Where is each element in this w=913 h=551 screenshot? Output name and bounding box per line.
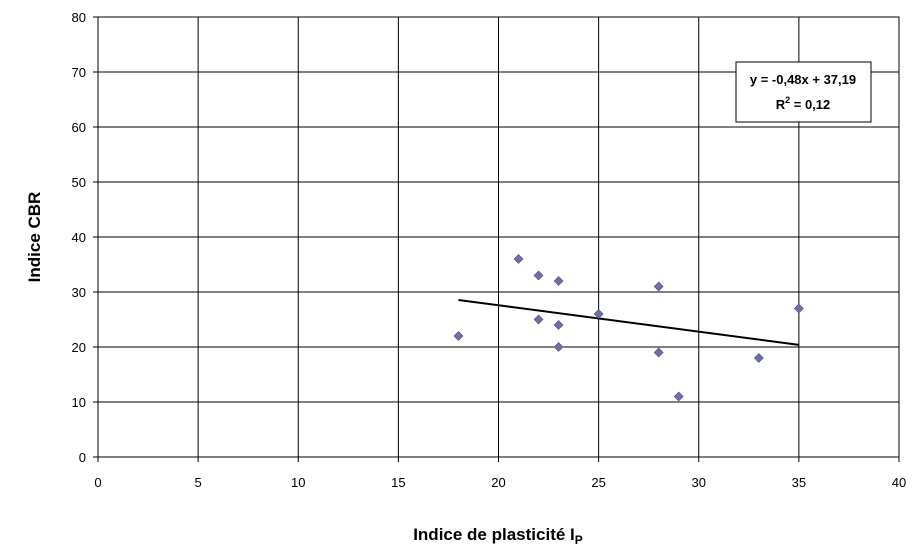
y-tick-label: 80 bbox=[72, 10, 86, 25]
equation-box-frame bbox=[735, 61, 872, 123]
data-point bbox=[673, 391, 684, 402]
x-tick-label: 30 bbox=[692, 475, 706, 490]
data-point bbox=[753, 353, 764, 363]
data-point bbox=[793, 303, 804, 314]
x-tick-label: 5 bbox=[195, 475, 202, 490]
data-points bbox=[453, 254, 804, 402]
x-tick-labels: 0 5 10 15 20 25 30 35 40 bbox=[94, 475, 906, 490]
x-tick-label: 40 bbox=[892, 475, 906, 490]
x-axis-title: Indice de plasticité IP bbox=[413, 525, 583, 547]
data-point bbox=[533, 270, 544, 281]
x-tick-label: 10 bbox=[291, 475, 305, 490]
y-tick-label: 50 bbox=[72, 175, 86, 190]
x-tick-label: 0 bbox=[94, 475, 101, 490]
data-point bbox=[513, 254, 524, 264]
y-tick-label: 60 bbox=[72, 120, 86, 135]
data-point bbox=[533, 314, 544, 325]
x-tick-label: 25 bbox=[591, 475, 605, 490]
data-point bbox=[553, 320, 564, 330]
data-point bbox=[653, 347, 664, 358]
data-point bbox=[553, 276, 564, 286]
data-point bbox=[553, 342, 564, 352]
trendline bbox=[458, 298, 800, 346]
y-tick-label: 10 bbox=[72, 395, 86, 410]
y-tick-label: 20 bbox=[72, 340, 86, 355]
data-point bbox=[453, 331, 464, 341]
y-tick-label: 0 bbox=[79, 450, 86, 465]
y-tick-label: 40 bbox=[72, 230, 86, 245]
y-tick-label: 70 bbox=[72, 65, 86, 80]
trendline-equation: y = -0,48x + 37,19 bbox=[750, 72, 856, 87]
r-squared-label: R2 = 0,12 bbox=[776, 95, 831, 112]
equation-box: y = -0,48x + 37,19 R2 = 0,12 bbox=[735, 61, 872, 123]
x-tick-label: 35 bbox=[792, 475, 806, 490]
data-point bbox=[593, 309, 604, 319]
y-tick-labels: 0 10 20 30 40 50 60 70 80 bbox=[72, 10, 86, 465]
trendline-group bbox=[458, 298, 800, 346]
y-tick-label: 30 bbox=[72, 285, 86, 300]
x-tick-label: 15 bbox=[391, 475, 405, 490]
data-point bbox=[653, 281, 664, 292]
y-axis-title: Indice CBR bbox=[25, 192, 44, 283]
x-tick-label: 20 bbox=[491, 475, 505, 490]
